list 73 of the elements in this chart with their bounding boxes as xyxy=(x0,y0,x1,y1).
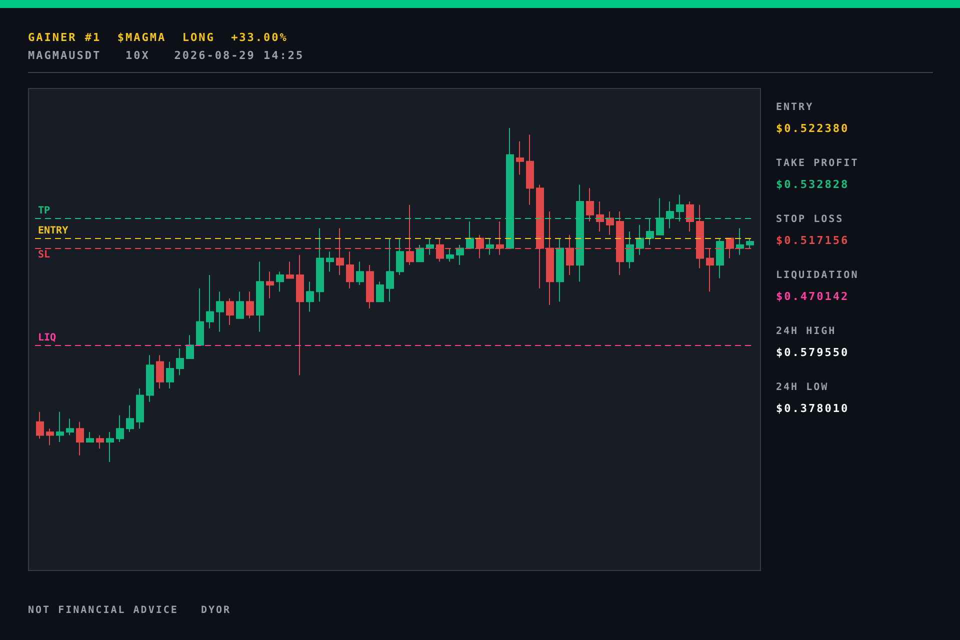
candlestick xyxy=(66,418,74,436)
candlestick xyxy=(716,238,724,279)
candlestick xyxy=(346,251,354,289)
candlestick xyxy=(366,264,374,309)
candlestick xyxy=(426,238,434,256)
candlestick xyxy=(256,261,264,332)
text: $0.470142 xyxy=(776,290,850,303)
candlestick xyxy=(136,388,144,430)
candlestick xyxy=(306,281,314,312)
candlestick xyxy=(376,281,384,302)
candlestick xyxy=(486,238,494,256)
candlestick xyxy=(46,428,54,446)
candlestick xyxy=(466,221,474,249)
candlestick xyxy=(96,434,104,450)
text: $0.522380 xyxy=(776,122,850,135)
candlestick xyxy=(586,188,594,222)
candlestick xyxy=(236,291,244,319)
candlestick xyxy=(396,238,404,276)
candlestick xyxy=(556,238,564,302)
text: 24H HIGH xyxy=(776,326,836,337)
text: LIQUIDATION xyxy=(776,270,859,281)
candlestick xyxy=(736,228,744,256)
text: STOP LOSS xyxy=(776,214,844,225)
candlestick xyxy=(176,348,184,376)
candlestick xyxy=(746,238,754,249)
text: $0.517156 xyxy=(776,234,850,247)
candlestick xyxy=(56,411,64,442)
text: $0.378010 xyxy=(776,402,850,415)
candlestick xyxy=(76,421,84,456)
candlestick xyxy=(596,200,604,232)
candlestick xyxy=(456,244,464,266)
ref-line-label: LIQ xyxy=(38,332,56,344)
candlestick xyxy=(276,271,284,292)
text: $0.579550 xyxy=(776,346,850,359)
candlestick xyxy=(126,404,134,432)
candlestick xyxy=(266,271,274,299)
candlestick xyxy=(166,361,174,390)
text: $0.532828 xyxy=(776,178,850,191)
candlestick xyxy=(606,211,614,236)
ref-line-label: ENTRY xyxy=(38,226,68,237)
candlestick xyxy=(526,134,534,206)
candlestick xyxy=(246,291,254,319)
candlestick xyxy=(146,354,154,402)
ref-line-label: TP xyxy=(38,206,50,217)
candlestick xyxy=(356,261,364,286)
candlestick xyxy=(326,251,334,272)
candlestick xyxy=(226,298,234,326)
candlestick xyxy=(686,200,694,232)
candlestick xyxy=(636,224,644,256)
ref-line-label: SL xyxy=(38,250,50,261)
candlestick xyxy=(416,244,424,262)
candlestick xyxy=(36,411,44,440)
candlestick xyxy=(446,248,454,262)
text: 24H LOW xyxy=(776,382,829,393)
candlestick xyxy=(206,274,214,329)
candlestick xyxy=(296,254,304,376)
candlestick xyxy=(186,334,194,359)
candlestick xyxy=(156,354,164,390)
candlestick xyxy=(106,431,114,462)
text: TAKE PROFIT xyxy=(776,158,859,169)
chart-title: GAINER #1 $MAGMA LONG +33.00% xyxy=(28,31,288,44)
candlestick xyxy=(626,231,634,269)
candlestick xyxy=(196,288,204,346)
candlestick xyxy=(286,261,294,279)
chart-subtitle: MAGMAUSDT 10X 2026-08-29 14:25 xyxy=(28,49,304,62)
text: NOT FINANCIAL ADVICE DYOR xyxy=(28,605,232,616)
candlestick xyxy=(316,228,324,302)
candlestick xyxy=(216,291,224,332)
candlestick xyxy=(116,414,124,442)
candlestick xyxy=(386,238,394,302)
candlestick xyxy=(516,140,524,176)
text: ENTRY xyxy=(776,102,814,113)
candlestick xyxy=(86,431,94,442)
